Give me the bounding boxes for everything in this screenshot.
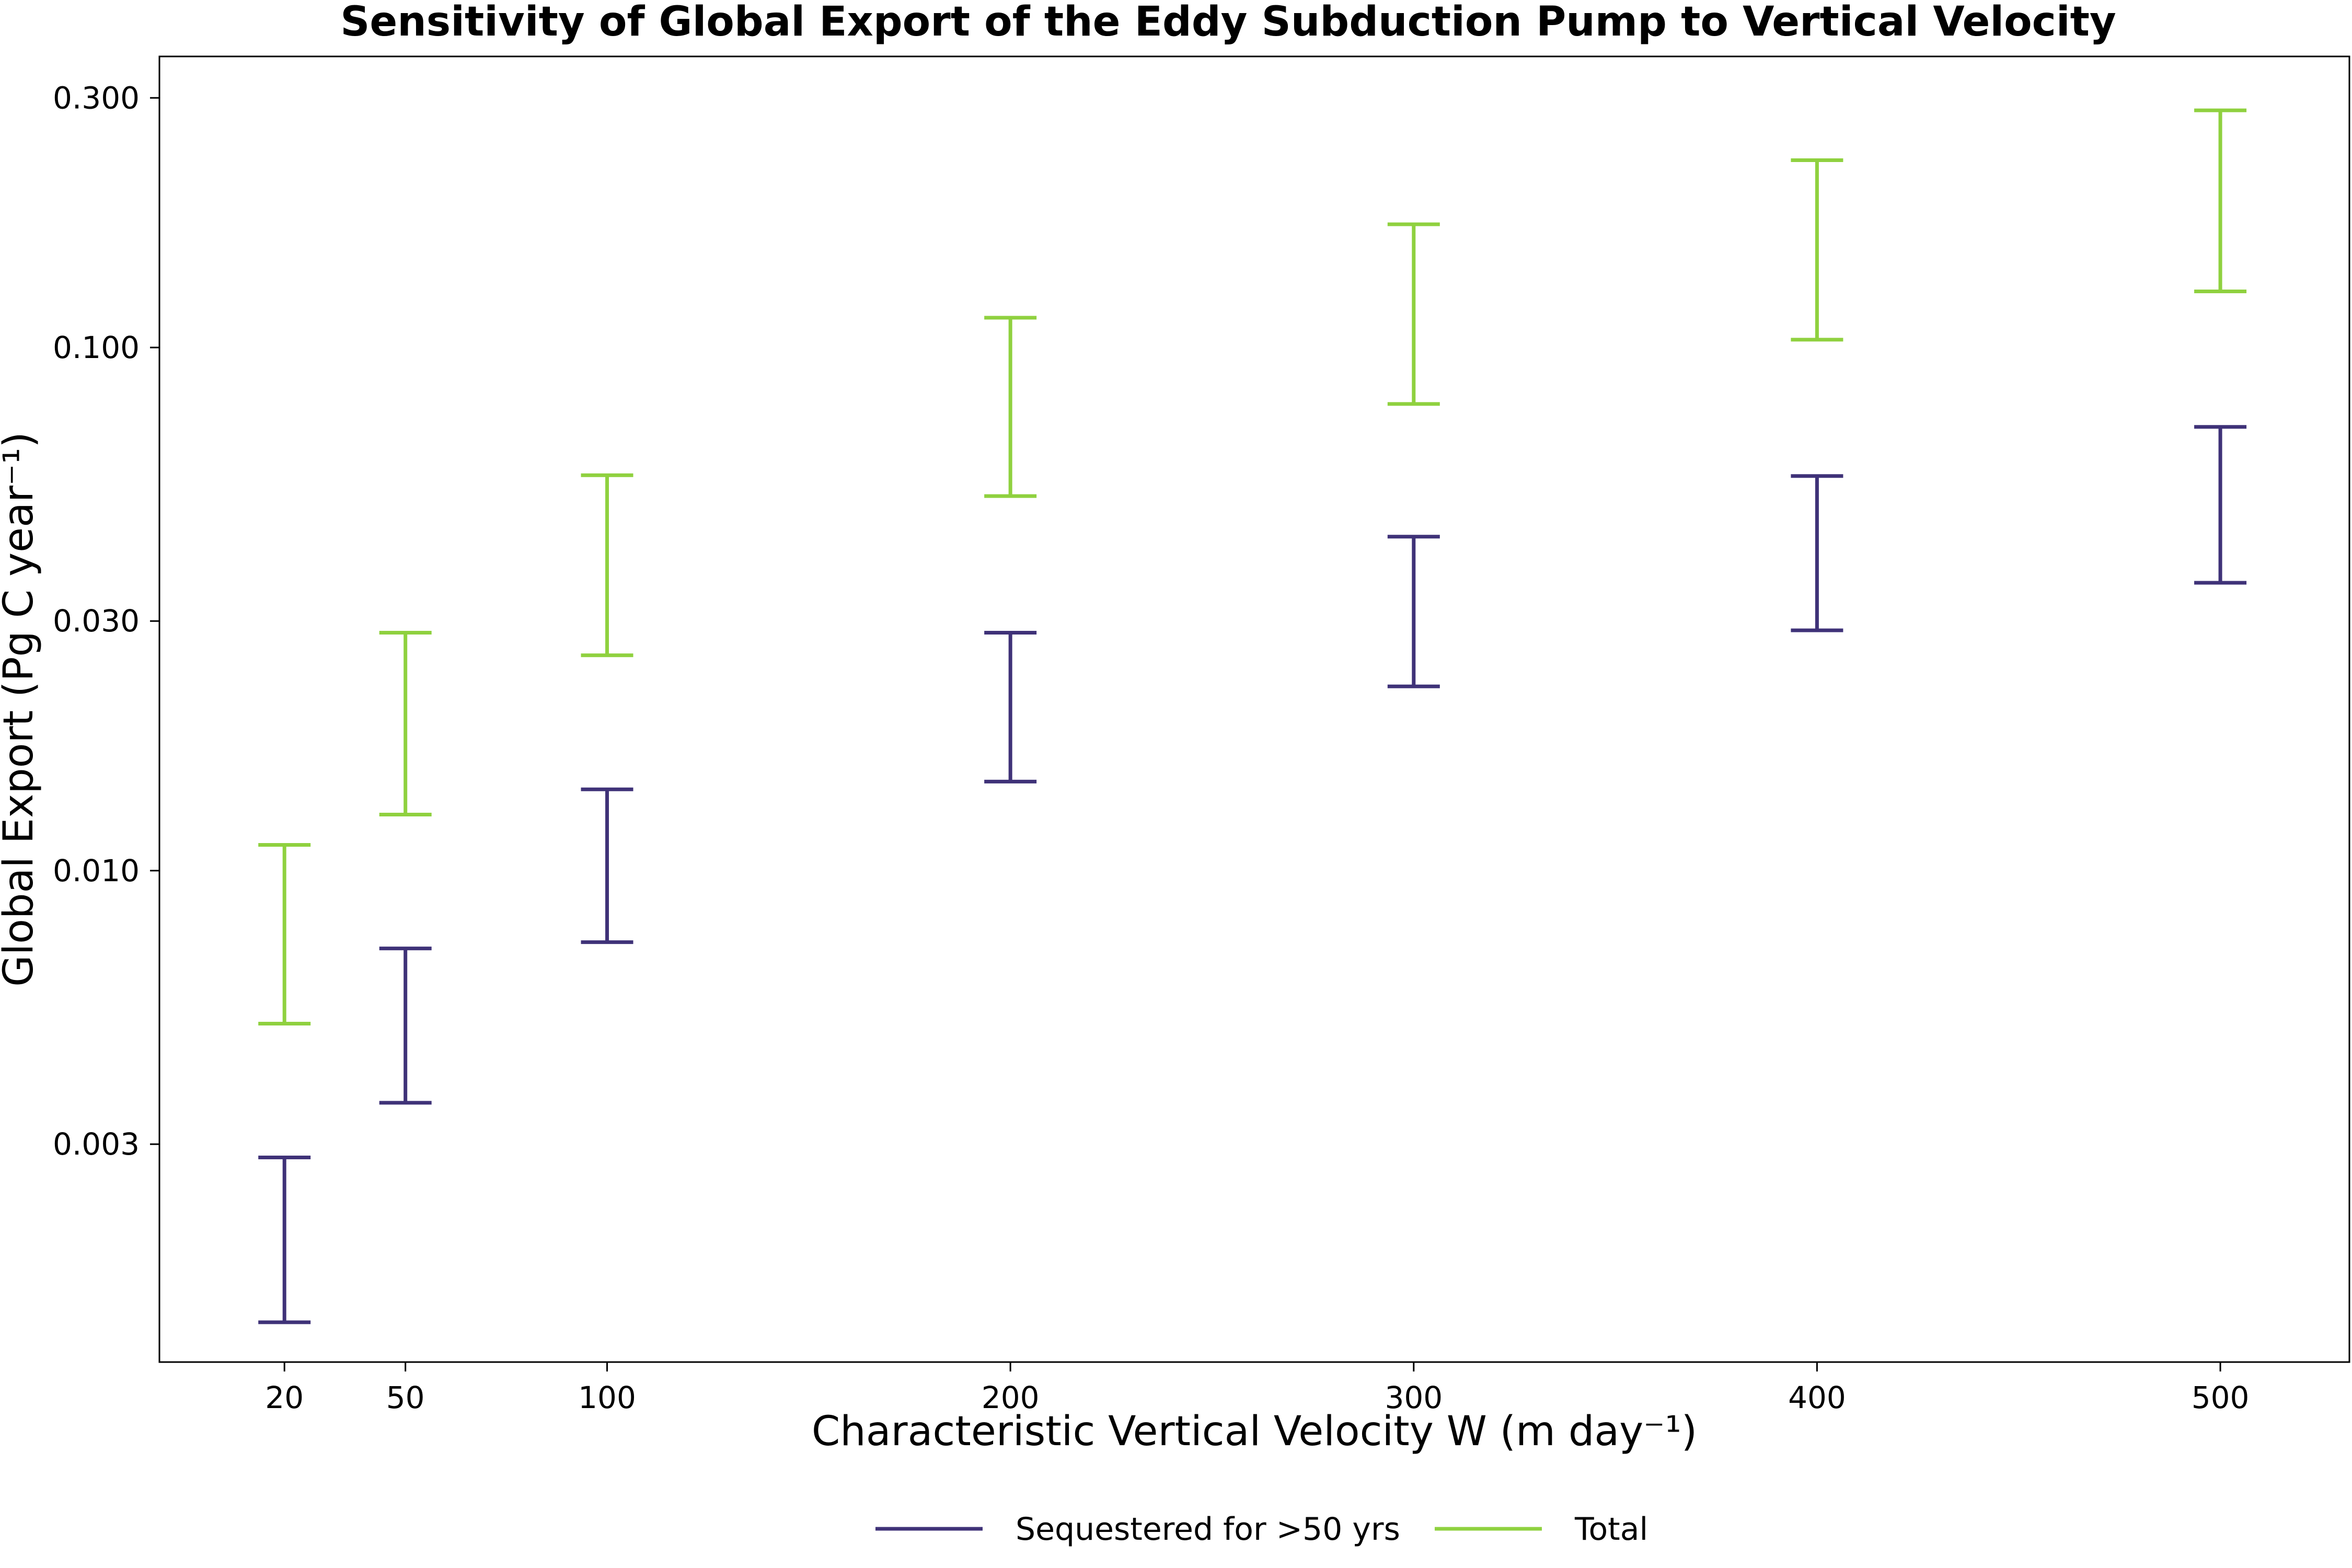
series-total: [258, 108, 2247, 1026]
chart-title: Sensitivity of Global Export of the Eddy…: [340, 0, 2116, 45]
series-sequestered-for-50-yrs: [258, 425, 2247, 1324]
y-tick-label: 0.003: [53, 1126, 140, 1162]
y-axis-label: Global Export (Pg C year⁻¹): [0, 432, 42, 987]
x-tick-label: 300: [1385, 1380, 1443, 1415]
y-tick-label: 0.010: [53, 853, 140, 889]
y-tick-label: 0.100: [53, 330, 140, 365]
x-tick-label: 100: [578, 1380, 636, 1415]
x-tick-label: 500: [2192, 1380, 2250, 1415]
x-tick-label: 400: [1788, 1380, 1846, 1415]
x-tick-label: 20: [265, 1380, 304, 1415]
x-tick-label: 50: [386, 1380, 425, 1415]
x-axis-label: Characteristic Vertical Velocity W (m da…: [812, 1408, 1697, 1455]
y-tick-label: 0.030: [53, 603, 140, 639]
error-bars: [258, 108, 2247, 1324]
legend-label: Sequestered for >50 yrs: [1016, 1511, 1400, 1548]
y-tick-label: 0.300: [53, 80, 140, 116]
legend-label: Total: [1574, 1511, 1648, 1548]
plot-area-frame: [158, 55, 2350, 1363]
legend: Sequestered for >50 yrs Total: [875, 1511, 1648, 1548]
x-axis-ticks: 20 50 100 200 300 400 500: [265, 1362, 2249, 1415]
y-axis-ticks: 0.003 0.010 0.030 0.100 0.300: [53, 80, 159, 1162]
x-tick-label: 200: [982, 1380, 1040, 1415]
